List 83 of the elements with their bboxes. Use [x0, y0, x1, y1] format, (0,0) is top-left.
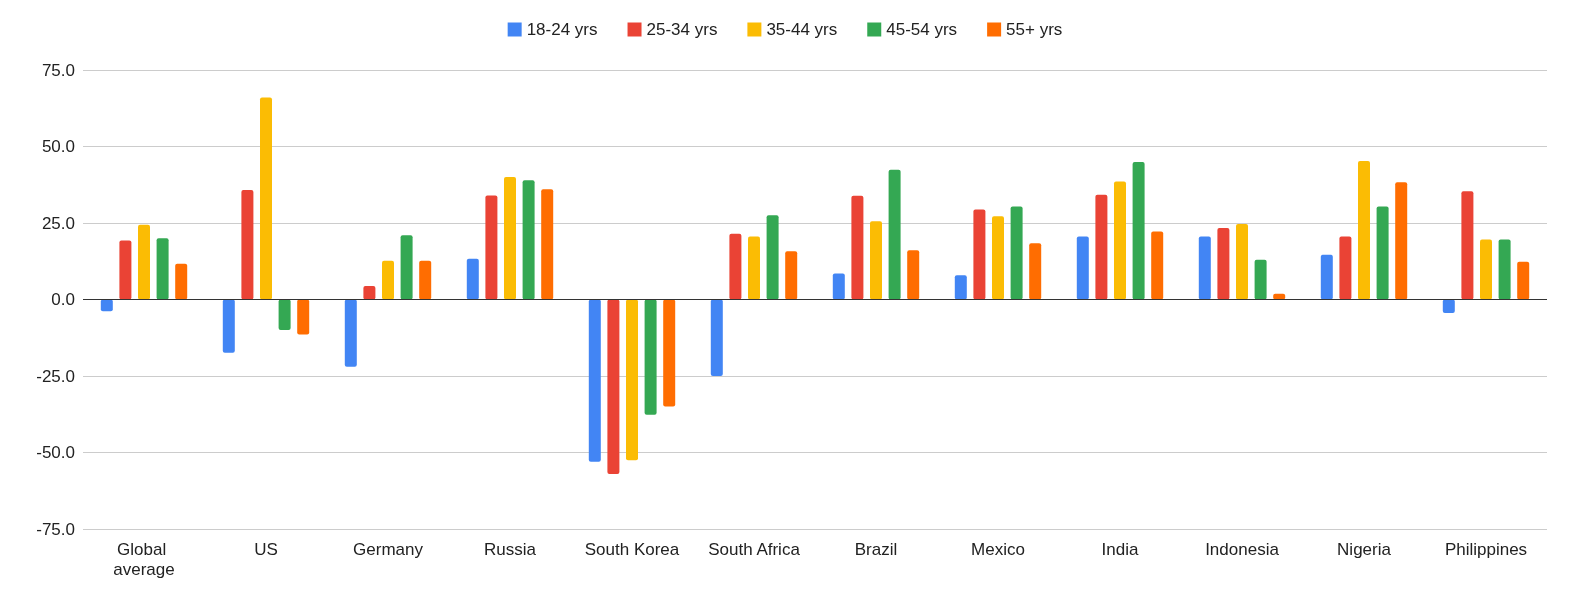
x-tick-label: Brazil: [854, 539, 898, 559]
bar: [1010, 206, 1023, 300]
bar: [1114, 181, 1126, 300]
bar: [175, 263, 188, 300]
y-tick-label: -50.0: [36, 443, 75, 462]
bar: [588, 299, 601, 462]
legend-label: 45-54 yrs: [886, 20, 958, 39]
bar: [1076, 236, 1089, 300]
x-tick-label: Nigeria: [1337, 539, 1392, 559]
bar: [222, 299, 235, 353]
bar: [992, 216, 1004, 300]
x-tick-label: India: [1101, 539, 1139, 559]
bar: [1339, 236, 1352, 300]
bar: [1517, 261, 1530, 300]
bar: [119, 240, 132, 300]
x-tick-label: South Africa: [708, 539, 801, 559]
bar: [663, 299, 676, 407]
bar: [832, 273, 845, 300]
x-tick-label: Global average: [113, 539, 175, 579]
legend-label: 35-44 yrs: [766, 20, 838, 39]
bar: [466, 258, 479, 300]
bar: [1480, 239, 1492, 300]
bar: [382, 260, 394, 300]
bar: [1442, 299, 1455, 313]
bar: [1461, 191, 1474, 300]
bar: [851, 195, 864, 300]
bar: [156, 238, 169, 300]
bar: [1132, 162, 1145, 300]
bar: [1029, 243, 1042, 300]
legend-label: 25-34 yrs: [646, 20, 718, 39]
bar: [1217, 227, 1230, 300]
bar: [522, 180, 535, 300]
x-tick-label: Indonesia: [1205, 539, 1280, 559]
bar: [1395, 182, 1408, 300]
bar: [954, 275, 967, 300]
bar: [504, 177, 516, 300]
y-tick-label: 75.0: [41, 60, 75, 80]
bar: [1151, 231, 1164, 300]
bar: [1095, 194, 1108, 300]
bar: [785, 251, 798, 300]
bar: [1320, 254, 1333, 300]
bar: [1358, 160, 1370, 300]
bar: [907, 250, 920, 300]
bar: [400, 235, 413, 300]
x-tick-label: Germany: [353, 539, 424, 559]
bar: [344, 299, 357, 367]
x-tick-label: Russia: [484, 539, 537, 559]
y-tick-label: 25.0: [41, 213, 75, 233]
bar: [607, 299, 620, 474]
x-tick-label: Mexico: [971, 539, 1025, 559]
bar: [870, 221, 882, 300]
bar: [541, 189, 554, 300]
bar: [1236, 223, 1248, 300]
bar: [710, 299, 723, 376]
bar: [1376, 206, 1389, 300]
bar: [260, 97, 272, 300]
bar: [729, 233, 742, 300]
bar: [644, 299, 657, 415]
y-tick-label: -75.0: [36, 519, 75, 539]
bar: [100, 299, 113, 312]
bar: [748, 236, 760, 300]
legend-label: 55+ yrs: [1006, 20, 1063, 39]
bar: [1198, 236, 1211, 300]
bar: [278, 299, 291, 331]
bar: [485, 195, 498, 300]
bar: [138, 224, 150, 300]
y-tick-label: -25.0: [36, 366, 75, 386]
bar: [241, 189, 254, 300]
x-tick-label: South Korea: [584, 539, 680, 559]
bar: [297, 299, 310, 335]
bar: [626, 299, 638, 461]
bar: [363, 286, 376, 300]
x-tick-label: US: [254, 539, 278, 559]
legend-label: 18-24 yrs: [526, 20, 598, 39]
y-tick-label: 0.0: [51, 290, 75, 309]
y-tick-label: 50.0: [41, 137, 75, 156]
bar: [1498, 239, 1511, 300]
bar: [973, 209, 986, 300]
bar: [419, 260, 432, 300]
bar: [766, 215, 779, 300]
bar: [1254, 259, 1267, 300]
x-tick-label: Philippines: [1444, 539, 1528, 559]
bar: [888, 169, 901, 300]
